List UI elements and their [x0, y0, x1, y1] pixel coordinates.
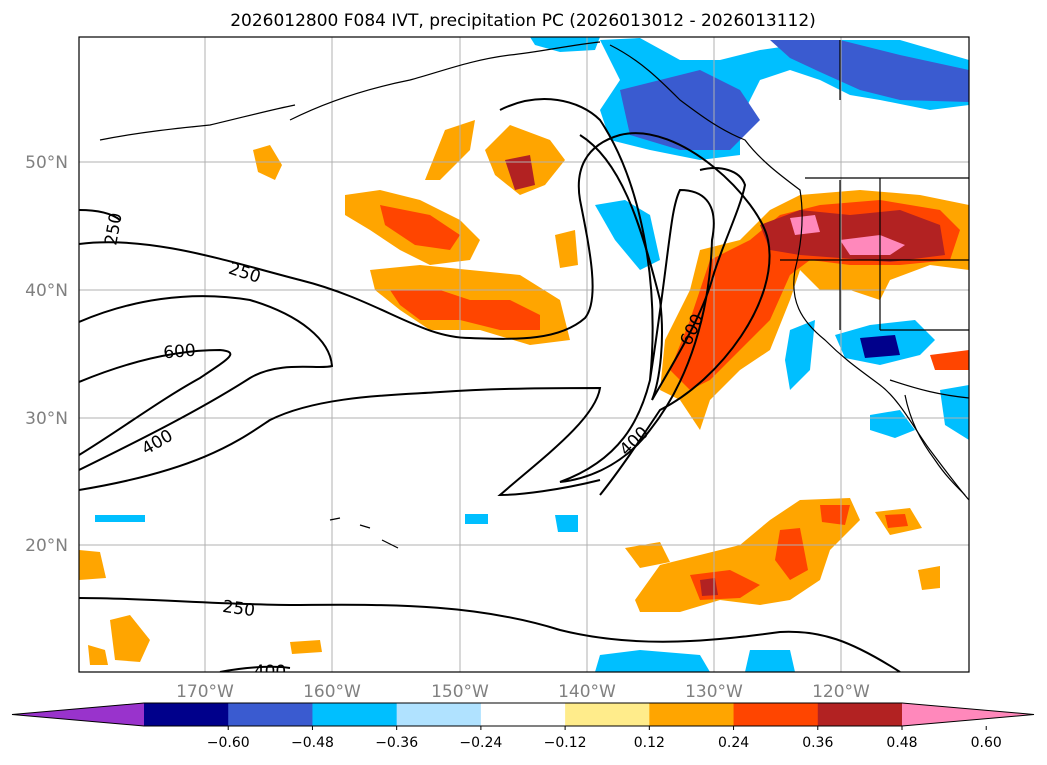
colorbar-box — [228, 703, 313, 726]
precip-fills — [79, 37, 969, 672]
colorbar-outline — [11, 702, 1035, 727]
colorbar-tick-label: −0.36 — [375, 735, 418, 751]
colorbar-box — [144, 703, 229, 726]
aleutian-coast — [99, 104, 296, 141]
west-orange-dot-3 — [88, 645, 108, 665]
south-red-cell-2 — [775, 528, 808, 580]
colorbar-tick-label: 0.36 — [802, 735, 833, 751]
south-red-cell-3 — [820, 505, 850, 525]
baja-blue-cell — [940, 385, 969, 440]
south-red-dot — [885, 514, 908, 528]
west-orange-dot-4 — [290, 640, 322, 654]
map-frame — [78, 36, 970, 673]
contour-250-south — [79, 597, 901, 672]
map-title: 2026012800 F084 IVT, precipitation PC (2… — [230, 11, 816, 31]
west-blue-strip — [95, 515, 145, 522]
contour-label-400-south: 400 — [254, 662, 286, 682]
hawaii-islands — [329, 517, 399, 549]
colorbar-box — [817, 703, 903, 726]
contour-250-north — [79, 132, 771, 496]
south-blue-strip-2 — [745, 650, 795, 672]
alaska-coast — [289, 41, 601, 121]
bc-royal-area-east — [770, 40, 969, 102]
na-coast — [609, 44, 969, 501]
colorbar-box — [733, 703, 819, 726]
colorbar-tick-label: −0.24 — [459, 735, 502, 751]
pac-darkred-cell — [505, 155, 535, 190]
colorbar-box — [649, 703, 735, 726]
colorbar-extend-max — [902, 703, 1034, 726]
south-blue-strip — [595, 650, 710, 672]
colorbar-tick-label: 0.48 — [886, 735, 917, 751]
contour-600-jet — [579, 134, 747, 401]
lat-label-30n: 30°N — [25, 409, 68, 429]
latitude-labels: 50°N 40°N 30°N 20°N — [25, 153, 68, 556]
colorbar-extend-min — [12, 703, 144, 726]
pac-orange-dot-2 — [555, 230, 578, 268]
lon-label-140w: 140°W — [558, 682, 616, 702]
state-borders — [780, 40, 969, 331]
contour-400-jet — [499, 98, 715, 483]
baja-blue-cell-2 — [870, 410, 915, 438]
contour-label-600-west: 600 — [163, 341, 197, 364]
colorbar-box — [396, 703, 482, 726]
coast-pink-2 — [840, 235, 905, 255]
colorbar-tick-label: −0.60 — [207, 735, 250, 751]
lon-label-150w: 150°W — [431, 682, 489, 702]
colorbar-tick-label: 0.24 — [718, 735, 749, 751]
west-orange-dot-2 — [110, 615, 150, 662]
lat-label-20n: 20°N — [25, 536, 68, 556]
contour-400-south — [219, 665, 291, 672]
contour-400-loop — [79, 386, 602, 497]
south-orange-dot — [625, 542, 670, 568]
blue-dot-2 — [555, 515, 578, 532]
pac-red-cell — [380, 205, 460, 250]
pac-orange-cell-3 — [425, 120, 475, 180]
offshore-blue-cell — [595, 200, 660, 270]
colorbar-box — [480, 703, 566, 726]
contour-600-west — [79, 348, 232, 456]
sw-red-strip — [930, 350, 969, 370]
colorbar-tick-label: 0.12 — [634, 735, 665, 751]
contour-250-nw — [79, 209, 121, 221]
coastlines — [99, 40, 969, 549]
lon-label-130w: 130°W — [685, 682, 743, 702]
south-darkred-cell — [700, 578, 718, 596]
west-blue-dot — [465, 514, 488, 524]
north-blue-strip — [530, 37, 600, 52]
colorbar-tick-label: 0.60 — [971, 735, 1002, 751]
coast-blue-cell — [785, 320, 815, 390]
contour-400-west — [79, 295, 334, 471]
south-orange-area — [635, 498, 860, 612]
colorbar-box — [565, 703, 650, 726]
sw-navy-cell — [860, 335, 900, 358]
lon-label-120w: 120°W — [812, 682, 870, 702]
coast-pink-1 — [790, 215, 820, 235]
baja-coast — [904, 394, 966, 496]
lat-label-40n: 40°N — [25, 281, 68, 301]
us-mexico-border — [889, 379, 969, 399]
colorbar: −0.60 −0.48 −0.36 −0.24 −0.12 0.12 0.24 0.36 0.4… — [11, 702, 1035, 751]
longitude-labels: 170°W 160°W 150°W 140°W 130°W 120°W — [176, 682, 870, 702]
lon-label-160w: 160°W — [303, 682, 361, 702]
map-area: 250 250 600 400 250 400 600 400 — [79, 37, 969, 682]
west-orange-dot — [79, 550, 106, 580]
colorbar-tick-label: −0.48 — [291, 735, 334, 751]
lon-label-170w: 170°W — [176, 682, 234, 702]
colorbar-box — [312, 703, 398, 726]
contour-label-250-south: 250 — [221, 597, 256, 621]
pac-red-cell-2 — [390, 290, 540, 330]
lat-label-50n: 50°N — [25, 153, 68, 173]
graticule — [79, 37, 969, 672]
ivt-contours — [79, 98, 901, 672]
south-orange-dot-3 — [918, 566, 940, 590]
colorbar-tick-label: −0.12 — [544, 735, 587, 751]
